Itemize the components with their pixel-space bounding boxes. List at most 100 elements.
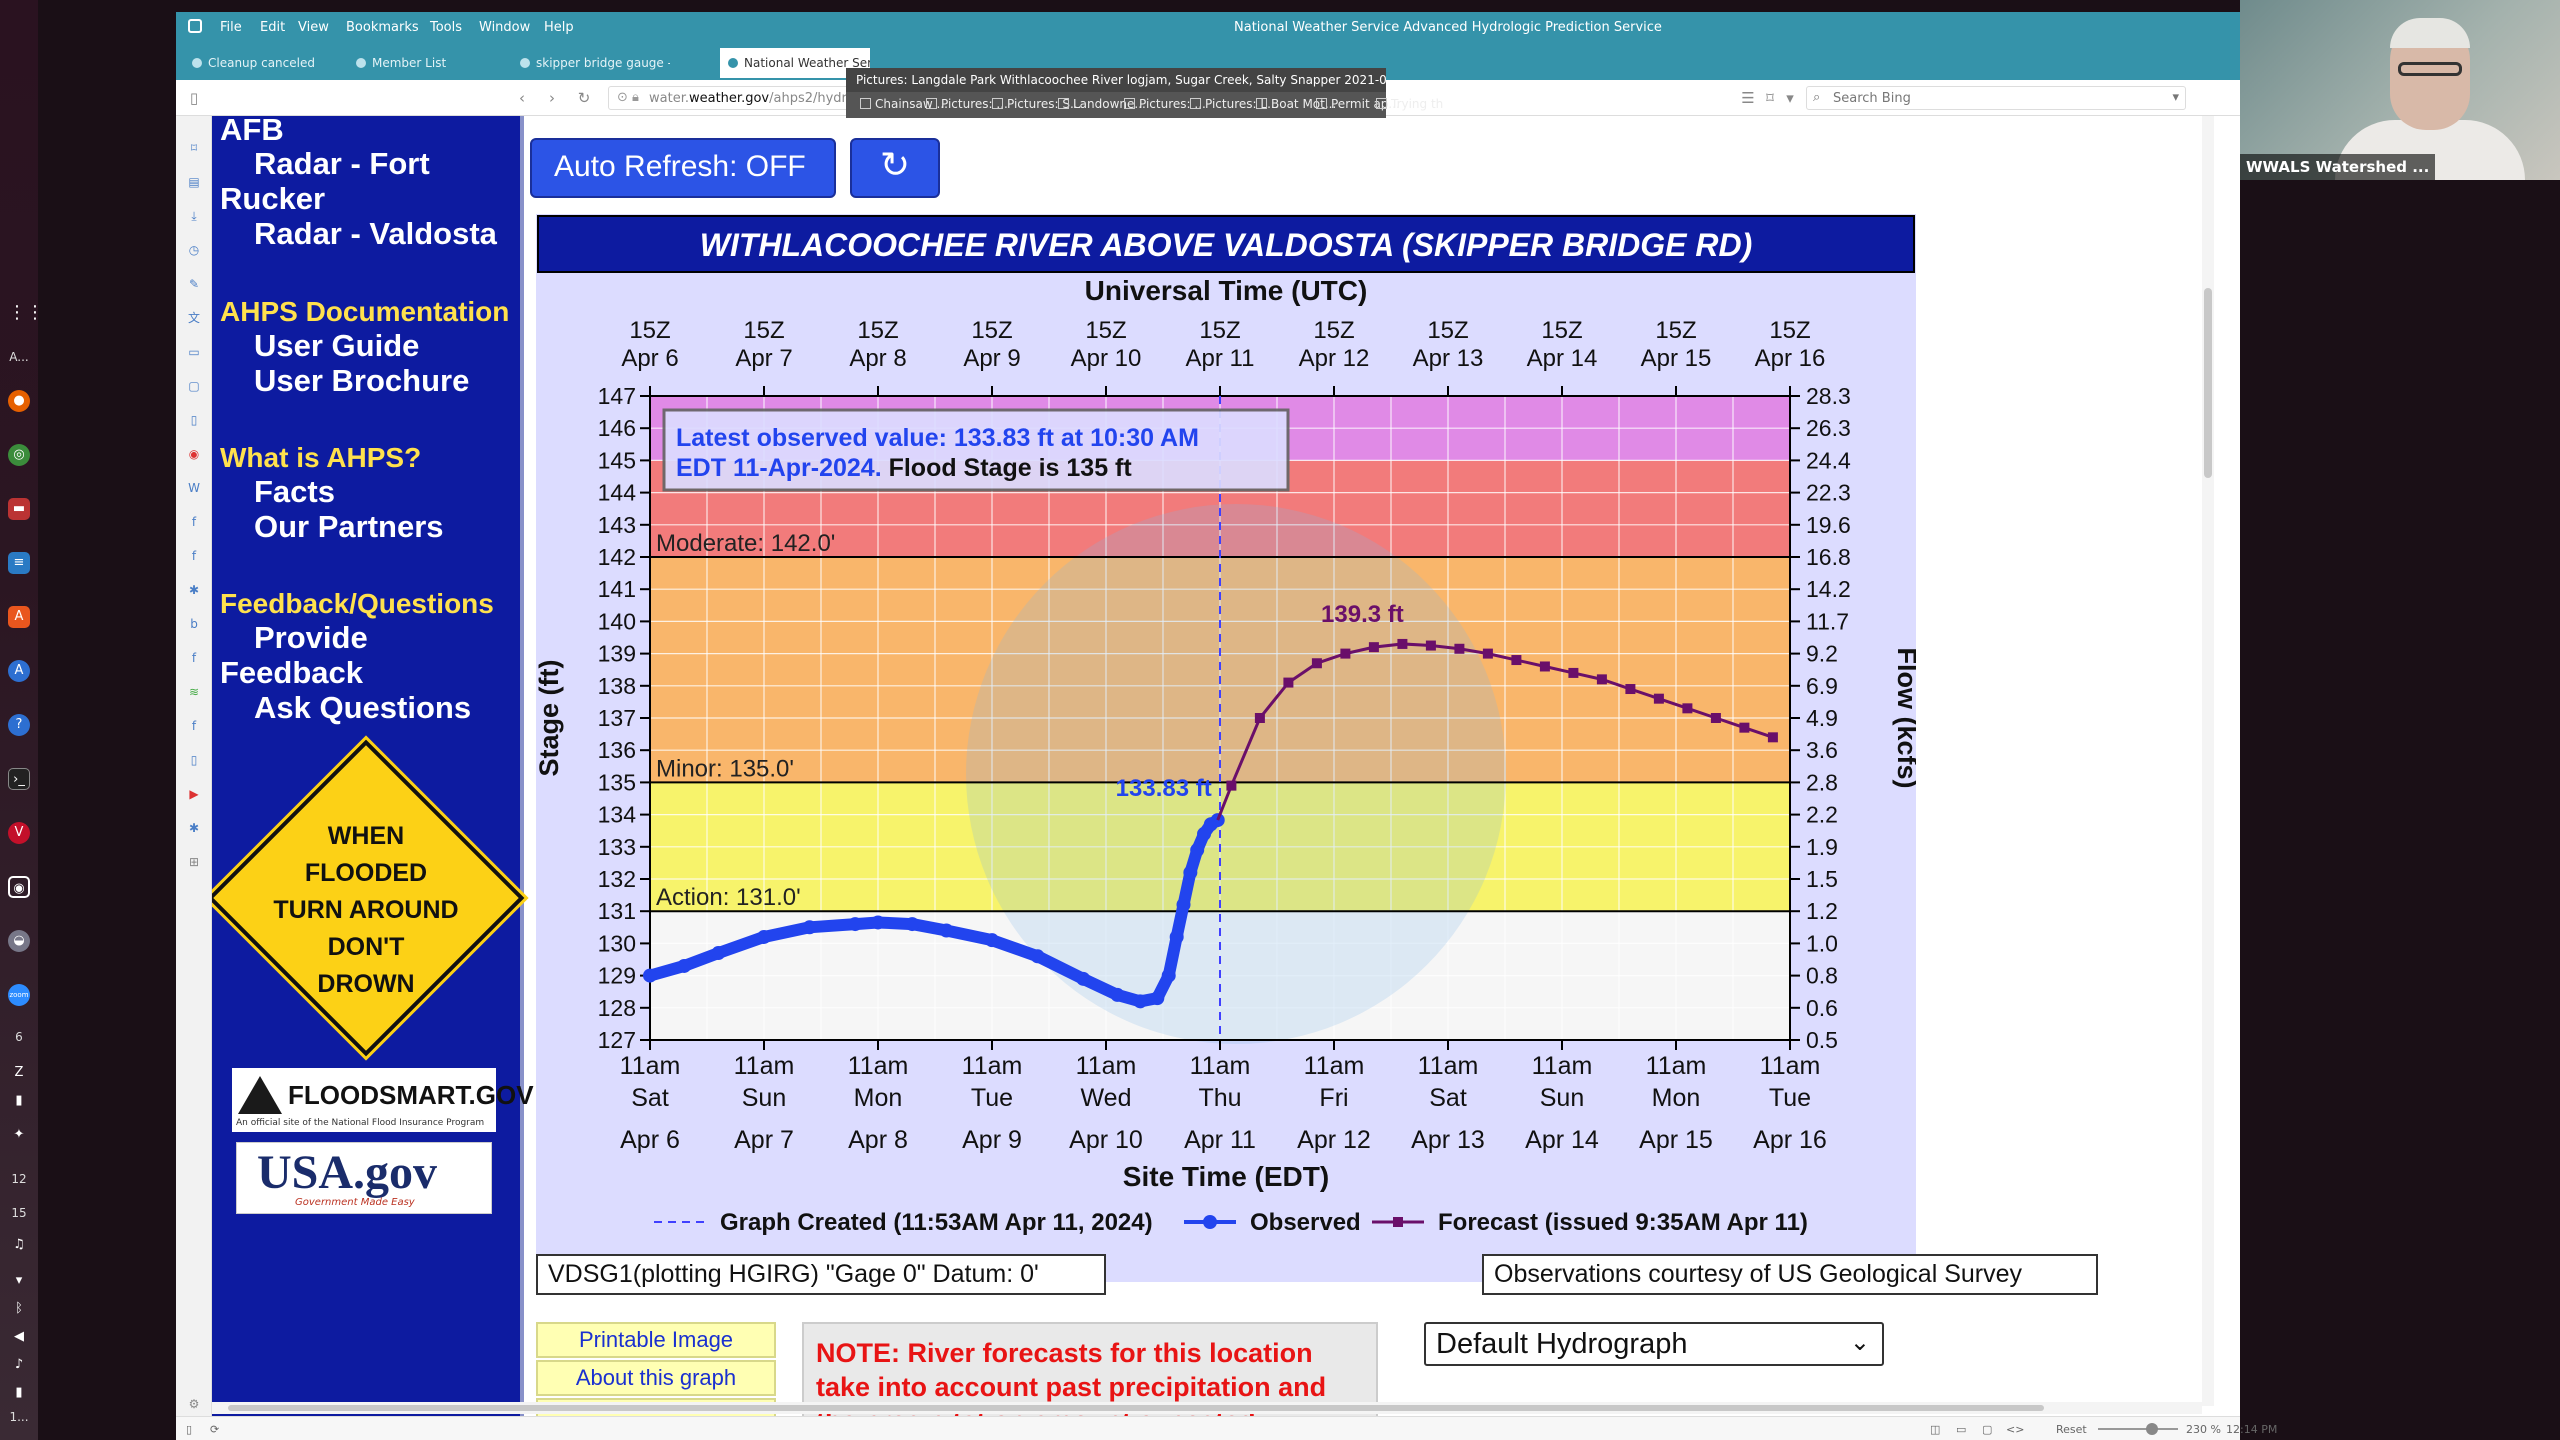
forward-icon[interactable]: › [549,89,555,107]
menu-help[interactable]: Help [544,20,574,35]
reload-icon[interactable]: ↻ [577,89,591,107]
address-bar[interactable]: ⊙ 🔒︎ water.weather.gov/ahps2/hydr [608,86,1018,110]
sync-icon[interactable]: ⟳ [210,1423,220,1436]
usagov-logo[interactable]: USA.gov Government Made Easy [236,1142,492,1214]
software-center-icon[interactable]: A [8,606,30,628]
facebook-icon[interactable]: f [191,651,197,665]
scroll-thumb[interactable] [2204,288,2212,478]
vivaldi-icon[interactable]: V [8,822,30,844]
zoom-slider[interactable] [2098,1428,2178,1430]
zoom-slider-thumb[interactable] [2146,1423,2158,1435]
tab-nws[interactable]: National Weather Service [720,48,870,78]
youtube-icon[interactable]: ▶ [189,787,199,801]
menu-view[interactable]: View [298,20,329,35]
facebook-icon[interactable]: f [191,515,197,529]
nav-link-facts[interactable]: Facts [254,474,335,509]
settings-gear-icon[interactable]: ⚙ [188,1397,200,1411]
nav-link-radar-fort-rucker[interactable]: Radar - Fort [254,146,430,181]
search-engine-dropdown-icon[interactable]: ▾ [2172,90,2179,105]
bing-icon[interactable]: b [190,617,198,631]
refresh-icon[interactable]: ↻ [850,138,940,198]
files-icon[interactable]: ▬ [8,498,30,520]
search-input[interactable]: ⌕ Search Bing ▾ [1806,86,2186,110]
nav-link-rucker[interactable]: Rucker [220,181,326,216]
firefox-icon[interactable]: ● [8,390,30,412]
panel-toggle-icon[interactable]: ▯ [189,89,199,107]
floodsmart-logo[interactable]: FLOODSMART.GOV An official site of the N… [232,1068,534,1132]
battery-status-icon[interactable]: ▮ [15,1385,23,1400]
layers-icon[interactable]: ≋ [188,685,200,699]
nav-link-afb[interactable]: AFB [220,116,284,147]
capture-icon[interactable]: ◫ [1930,1423,1941,1436]
vivaldi-panel-icon[interactable]: ◉ [188,447,200,461]
scroll-thumb[interactable] [228,1405,2044,1411]
star-panel-icon[interactable]: ✱ [188,821,200,835]
notes-icon[interactable]: ✎ [188,277,200,291]
volume-icon[interactable]: ◀ [14,1329,24,1344]
back-icon[interactable]: ‹ [519,89,525,107]
help-icon[interactable]: ? [8,714,30,736]
star-panel-icon[interactable]: ✱ [188,583,200,597]
menu-window[interactable]: Window [479,20,531,35]
address-dropdown-icon[interactable]: ▾ [1786,89,1794,107]
zoom-reset-label[interactable]: Reset [2056,1423,2087,1436]
reader-view-icon[interactable]: ☰ [1741,89,1755,107]
microphone-icon[interactable]: ♪ [14,1357,24,1372]
app-store-icon[interactable]: A [8,660,30,682]
nav-link-provide[interactable]: Provide [254,620,368,655]
facebook-icon[interactable]: f [191,719,197,733]
menu-file[interactable]: File [220,20,242,35]
nav-link-ask-questions[interactable]: Ask Questions [254,690,472,725]
bluetooth-icon[interactable]: ᛒ [15,1301,23,1316]
chat-icon[interactable]: ▢ [188,379,200,393]
downloads-icon[interactable]: ⤓ [191,209,197,223]
nav-link-user-guide[interactable]: User Guide [254,328,420,363]
accessibility-icon[interactable]: ✦ [13,1127,25,1142]
page-actions-icon[interactable]: <> [2006,1423,2025,1436]
window-panel-icon[interactable]: ▭ [188,345,200,359]
nav-link-radar-valdosta[interactable]: Radar - Valdosta [254,216,497,251]
history-icon[interactable]: ◷ [188,243,200,257]
site-info-icon[interactable]: ⊙ 🔒︎ [617,90,639,105]
panel-icon[interactable]: ▯ [186,1423,193,1436]
image-toggle-icon[interactable]: ▢ [1982,1423,1993,1436]
reading-list-icon[interactable]: ▤ [188,175,200,189]
page-icon[interactable]: ▯ [190,413,198,427]
disk-icon[interactable]: ◒ [8,930,30,952]
app-grid-icon[interactable]: ⋮⋮ [8,302,44,323]
tiling-icon[interactable]: ▭ [1956,1423,1967,1436]
vertical-scrollbar[interactable] [2202,116,2214,1406]
bookmark-page-icon[interactable]: ⌑ [1766,89,1774,107]
horizontal-scrollbar[interactable] [212,1402,2202,1414]
screenshot-icon[interactable]: ◉ [8,876,30,898]
document-icon[interactable]: ≡ [8,552,30,574]
wifi-icon[interactable]: ▾ [15,1273,23,1288]
bookmarks-panel-icon[interactable]: ⌑ [190,141,198,155]
bookmark-item[interactable]: Trying th [1376,97,1443,111]
chrome-icon[interactable]: ◎ [8,444,30,466]
tab-member-list[interactable]: Member List [348,48,506,78]
add-panel-icon[interactable]: ⊞ [188,855,200,869]
tab-skipper-bridge[interactable]: skipper bridge gauge - S... [512,48,670,78]
nav-link-user-brochure[interactable]: User Brochure [254,363,470,398]
translate-icon[interactable]: 文 [187,311,200,325]
notification-mute-icon[interactable]: ♫ [13,1237,25,1252]
video-tile[interactable]: WWALS Watershed ... [2240,0,2560,180]
menu-edit[interactable]: Edit [260,20,286,35]
nav-link-feedback[interactable]: Feedback [220,655,364,690]
nav-link-our-partners[interactable]: Our Partners [254,509,444,544]
tab-cleanup[interactable]: Cleanup canceled [184,48,342,78]
facebook-icon[interactable]: f [191,549,197,563]
wikipedia-icon[interactable]: W [188,481,200,495]
hydrograph-select[interactable]: Default Hydrograph ⌄ [1424,1322,1884,1366]
browser-app-icon[interactable] [188,19,202,33]
auto-refresh-button[interactable]: Auto Refresh: OFF [530,138,836,198]
terminal-icon[interactable]: ›_ [8,768,30,790]
zoom-icon[interactable]: zoom [8,984,30,1006]
printable-image-button[interactable]: Printable Image [536,1322,776,1358]
document-panel-icon[interactable]: ▯ [190,753,198,767]
hydrograph[interactable]: WITHLACOOCHEE RIVER ABOVE VALDOSTA (SKIP… [536,214,1916,1282]
menu-tools[interactable]: Tools [430,20,463,35]
menu-bookmarks[interactable]: Bookmarks [346,20,419,35]
about-graph-button[interactable]: About this graph [536,1360,776,1396]
